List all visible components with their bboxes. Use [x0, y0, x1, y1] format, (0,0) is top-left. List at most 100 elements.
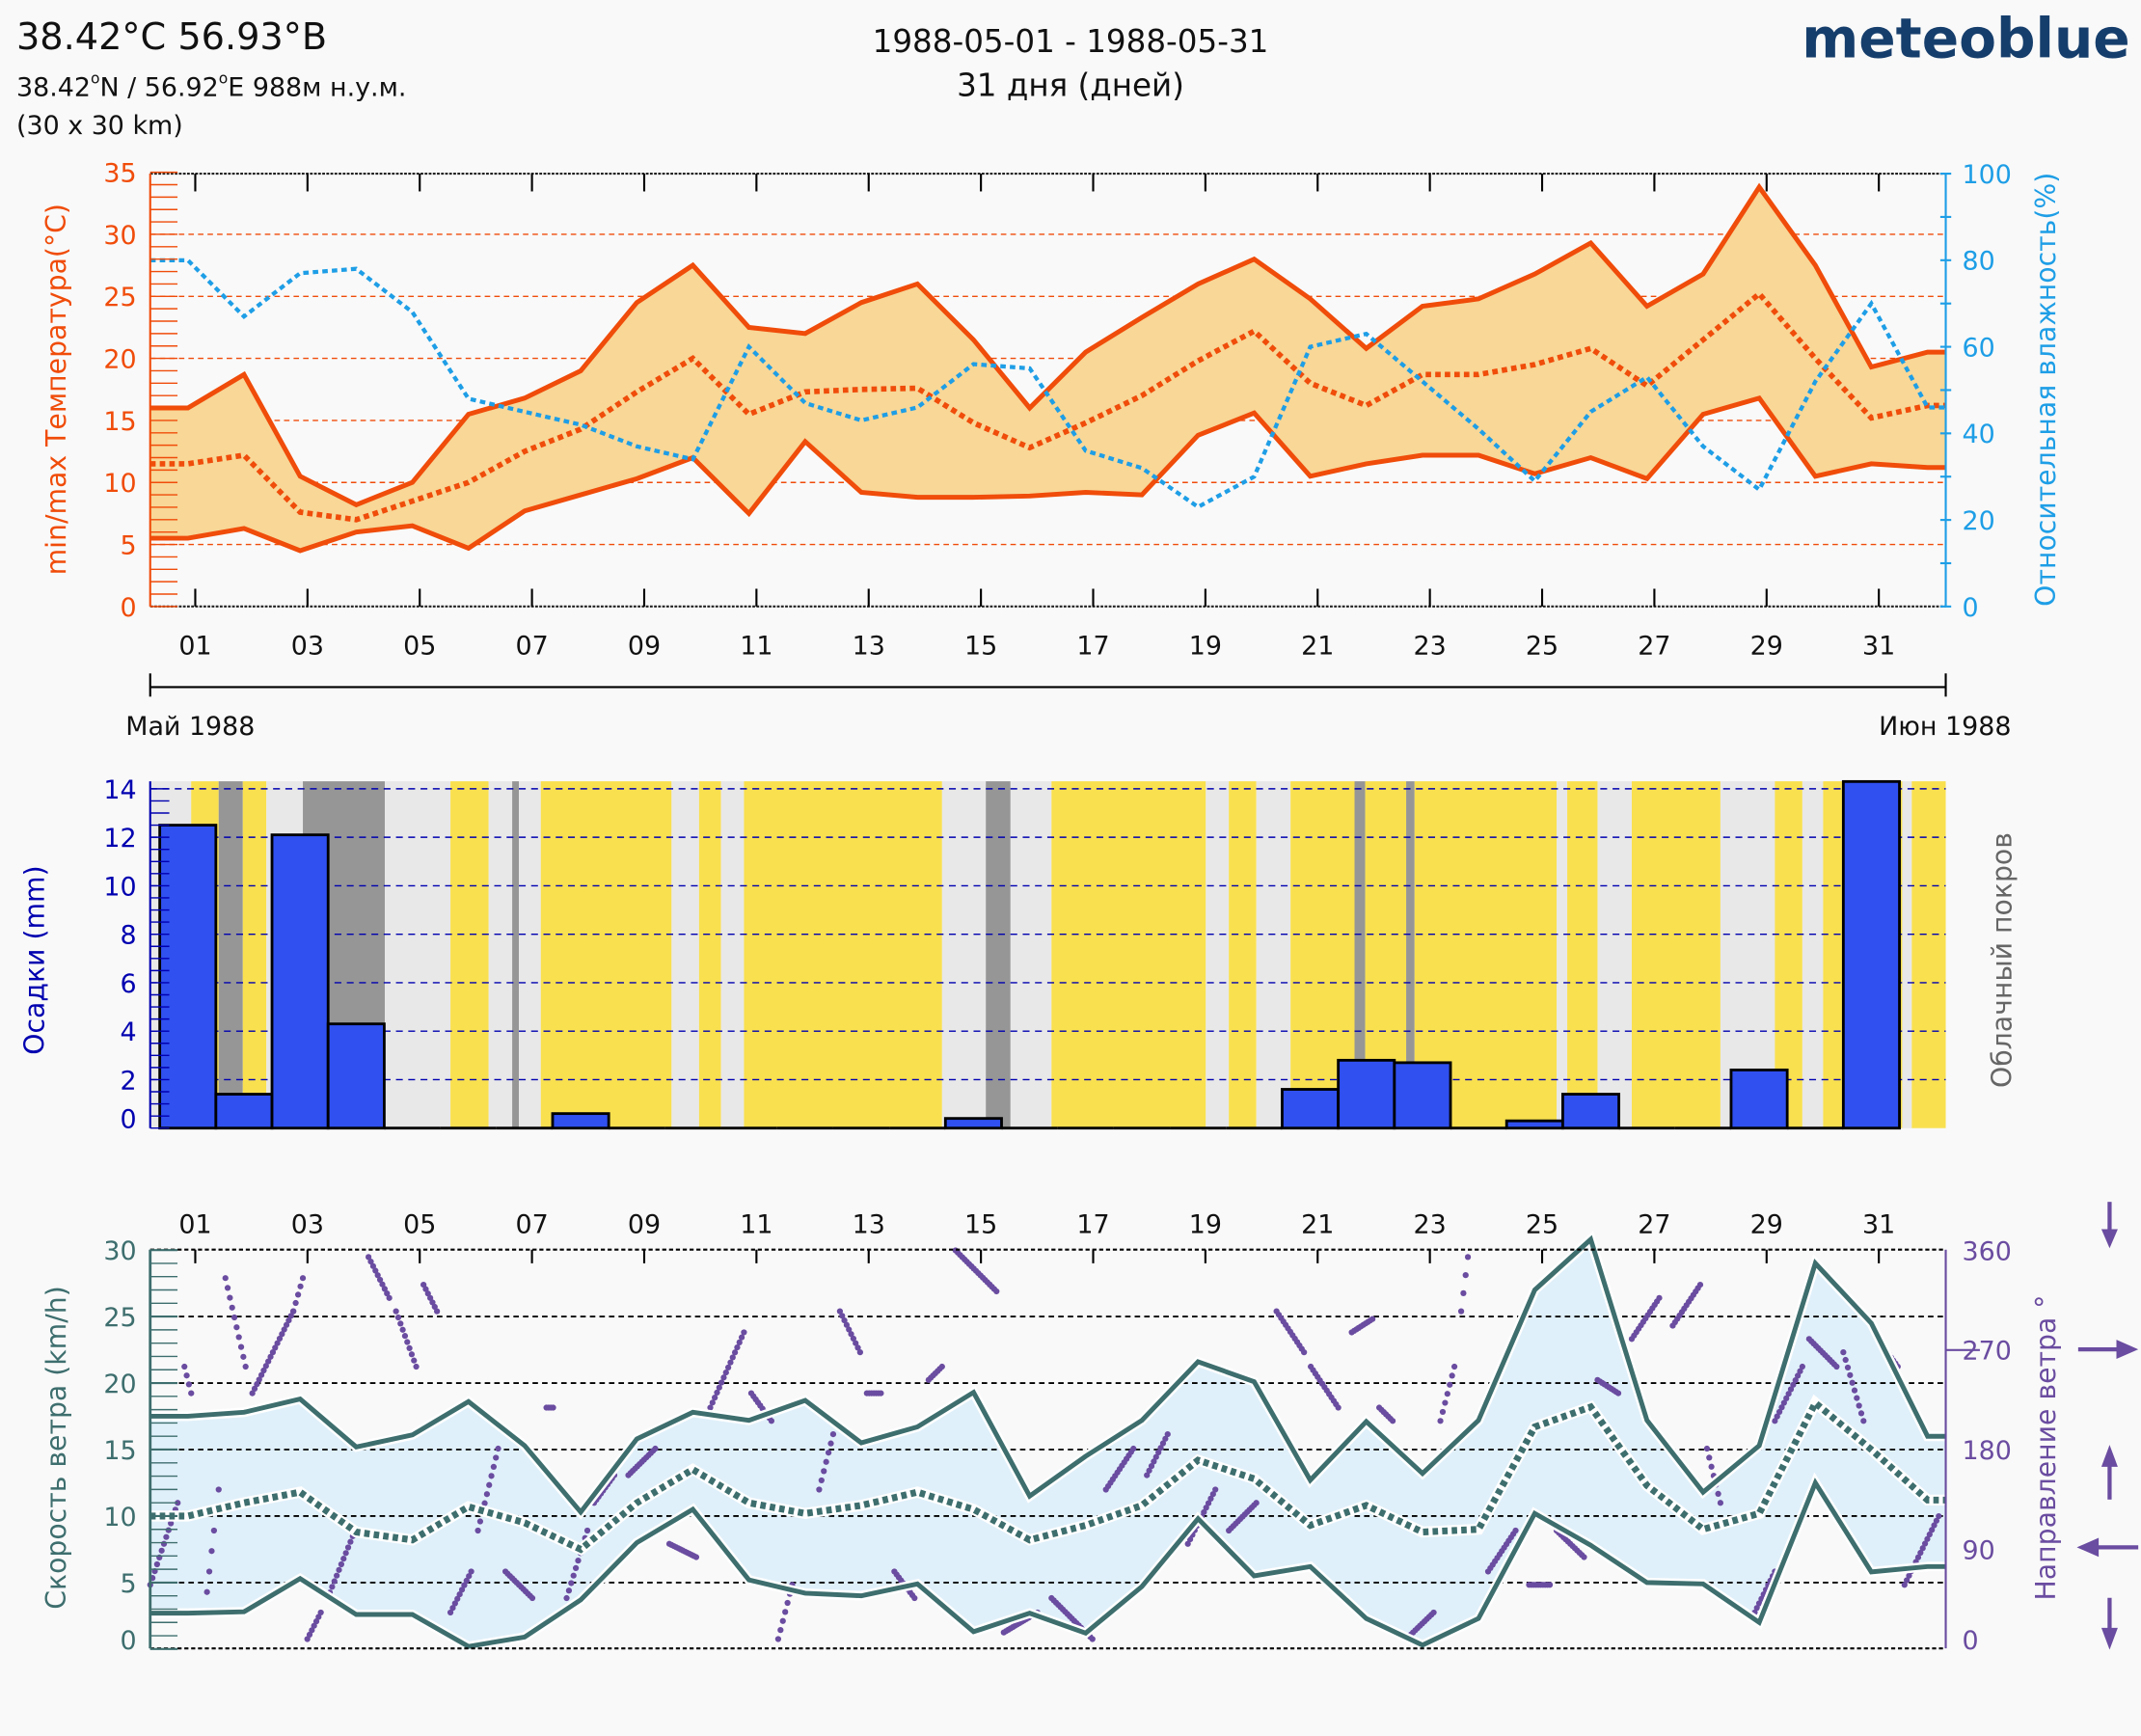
- wind-direction-point: [1703, 1445, 1711, 1452]
- mean-temp-line: [149, 289, 1946, 523]
- wind-direction-point: [1780, 1399, 1787, 1406]
- direction-tick-label: 90: [1963, 1535, 1995, 1565]
- wind-direction-point: [1795, 1372, 1802, 1379]
- wind-direction-point: [367, 1258, 374, 1265]
- wind-direction-point: [1186, 1535, 1194, 1543]
- cloud-band-sunny: [540, 781, 672, 1128]
- wind-direction-point: [707, 1404, 714, 1411]
- day-label: 17: [1076, 1210, 1109, 1240]
- wind-direction-point: [185, 1381, 193, 1388]
- cloud-band-overcast: [1406, 781, 1415, 1128]
- wind-direction-point: [1546, 1582, 1554, 1588]
- precip-bar: [551, 1112, 610, 1130]
- wind-direction-point: [210, 1527, 218, 1534]
- wind-direction-point: [692, 1554, 700, 1560]
- wind-direction-point: [274, 1340, 281, 1346]
- wind-direction-point: [431, 1303, 438, 1311]
- wind-direction-point: [1205, 1500, 1212, 1506]
- wind-direction-point: [230, 1314, 238, 1321]
- wind-direction-point: [260, 1367, 267, 1374]
- wind-direction-point: [1906, 1572, 1912, 1579]
- wind-direction-point: [1656, 1294, 1663, 1301]
- wind-direction-point: [486, 1481, 493, 1488]
- month-label-end: Июн 1988: [1879, 712, 2011, 742]
- wind-direction-point: [287, 1313, 294, 1319]
- meteoblue-logo: meteoblue: [1802, 8, 2129, 71]
- wind-direction-point: [779, 1617, 786, 1624]
- wind-direction-point: [727, 1359, 734, 1366]
- wind-direction-point: [290, 1308, 297, 1315]
- temp-tick-label: 30: [103, 221, 136, 251]
- wind-direction-point: [315, 1614, 322, 1620]
- humidity-tick-label: 0: [1963, 593, 1979, 623]
- wind-direction-point: [836, 1308, 844, 1315]
- wind-direction-point: [188, 1390, 195, 1397]
- wind-direction-point: [386, 1294, 393, 1301]
- wind-direction-point: [227, 1294, 233, 1301]
- wind-direction-point: [483, 1491, 491, 1498]
- min-temp-line: [149, 394, 1946, 554]
- days-count: 31 дня (дней): [957, 67, 1184, 103]
- wind-direction-point: [369, 1262, 377, 1269]
- wind-direction-point: [424, 1290, 431, 1297]
- precip-tick-label: 8: [120, 921, 136, 951]
- wind-direction-point: [1851, 1387, 1858, 1394]
- wind-direction-point: [572, 1564, 580, 1572]
- wind-direction-point: [254, 1381, 260, 1388]
- precip-bar: [214, 1093, 274, 1130]
- day-label: 23: [1414, 1210, 1447, 1240]
- day-label: 05: [403, 631, 436, 661]
- cloud-band-cloudy: [1902, 781, 1912, 1128]
- wind-tick-label: 15: [103, 1436, 136, 1466]
- wind-direction-point: [393, 1308, 399, 1315]
- wind-direction-point: [249, 1390, 256, 1397]
- day-label: 15: [964, 631, 997, 661]
- wind-direction-point: [1144, 1472, 1151, 1478]
- wind-direction-point: [160, 1540, 168, 1547]
- wind-direction-point: [1442, 1399, 1449, 1406]
- wind-direction-point: [846, 1326, 853, 1333]
- wind-tick-label: 5: [120, 1569, 136, 1599]
- wind-direction-point: [1914, 1554, 1922, 1560]
- wind-direction-point: [1159, 1440, 1167, 1447]
- wind-direction-point: [1460, 1289, 1467, 1296]
- arrow-down-icon: [2100, 1597, 2118, 1650]
- wind-direction-point: [1164, 1430, 1171, 1438]
- wind-direction-point: [1464, 1254, 1472, 1261]
- day-label: 31: [1862, 631, 1895, 661]
- wind-direction-point: [1840, 1349, 1847, 1356]
- cloud-band-cloudy: [1206, 781, 1230, 1128]
- day-label: 29: [1750, 631, 1783, 661]
- wind-direction-point: [237, 1343, 245, 1350]
- wind-direction-point: [1926, 1531, 1933, 1538]
- precip-bar: [1729, 1068, 1789, 1130]
- wind-direction-point: [1162, 1435, 1169, 1442]
- wind-direction-point: [413, 1363, 420, 1370]
- wind-direction-point: [816, 1486, 823, 1493]
- humidity-tick-label: 80: [1963, 247, 1995, 277]
- wind-direction-point: [251, 1385, 258, 1393]
- precip-bar: [158, 824, 218, 1130]
- wind-direction-point: [777, 1627, 784, 1634]
- cloud-band-sunny: [450, 781, 489, 1128]
- wind-direction-point: [163, 1533, 170, 1540]
- wind-direction-point: [447, 1609, 454, 1616]
- cloud-band-sunny: [1567, 781, 1598, 1128]
- wind-direction-point: [1774, 1413, 1780, 1420]
- wind-direction-point: [466, 1573, 473, 1580]
- wind-direction-point: [283, 1321, 290, 1328]
- wind-direction-point: [329, 1584, 336, 1590]
- wind-direction-point: [1847, 1371, 1854, 1378]
- wind-direction-point: [1924, 1535, 1931, 1542]
- wind-speed-axis-title: Скорость ветра (km/h): [41, 1286, 72, 1610]
- wind-direction-point: [262, 1363, 269, 1370]
- precip-tick-label: 12: [103, 824, 136, 854]
- day-label: 01: [178, 631, 211, 661]
- day-label: 17: [1076, 631, 1109, 661]
- wind-direction-point: [294, 1291, 302, 1298]
- wind-direction-point: [1152, 1453, 1159, 1460]
- wind-direction-point: [1849, 1379, 1856, 1386]
- wind-direction-point: [399, 1326, 406, 1333]
- wind-direction-point: [1775, 1408, 1783, 1416]
